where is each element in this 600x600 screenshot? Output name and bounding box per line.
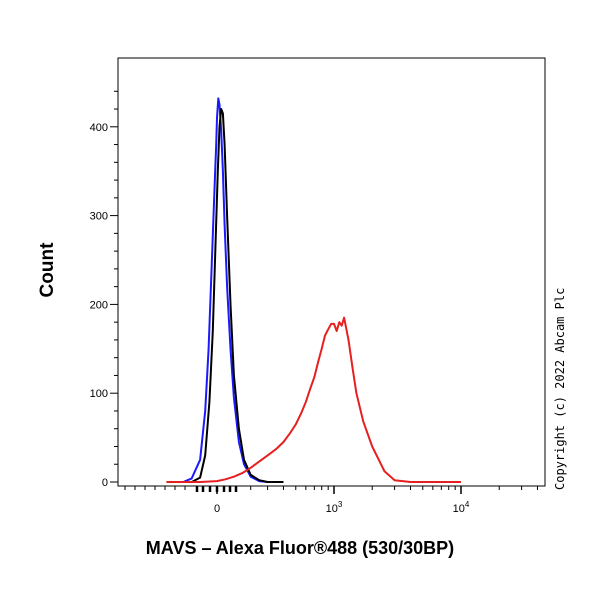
y-tick-label: 200 — [90, 299, 108, 311]
x-tick-label: 104 — [453, 500, 470, 515]
x-tick-label: 0 — [214, 503, 220, 515]
histogram-series-3 — [166, 316, 461, 483]
x-tick-label: 103 — [326, 500, 343, 515]
y-axis-label: Count — [37, 242, 58, 298]
histogram-series-1 — [182, 97, 284, 483]
histogram-series-2 — [191, 108, 284, 483]
y-tick-label: 100 — [90, 388, 108, 400]
x-axis-label: MAVS – Alexa Fluor®488 (530/30BP) — [145, 538, 455, 558]
series-layer — [166, 97, 461, 483]
plot-frame — [117, 57, 546, 487]
copyright-notice: Copyright (c) 2022 Abcam Plc — [553, 287, 567, 490]
y-tick-label: 0 — [102, 477, 108, 489]
y-tick-label: 400 — [90, 122, 108, 134]
y-axis: 0 100 200 300 400 — [90, 90, 118, 489]
x-axis: 0 103 104 — [124, 486, 538, 515]
y-tick-label: 300 — [90, 211, 108, 223]
